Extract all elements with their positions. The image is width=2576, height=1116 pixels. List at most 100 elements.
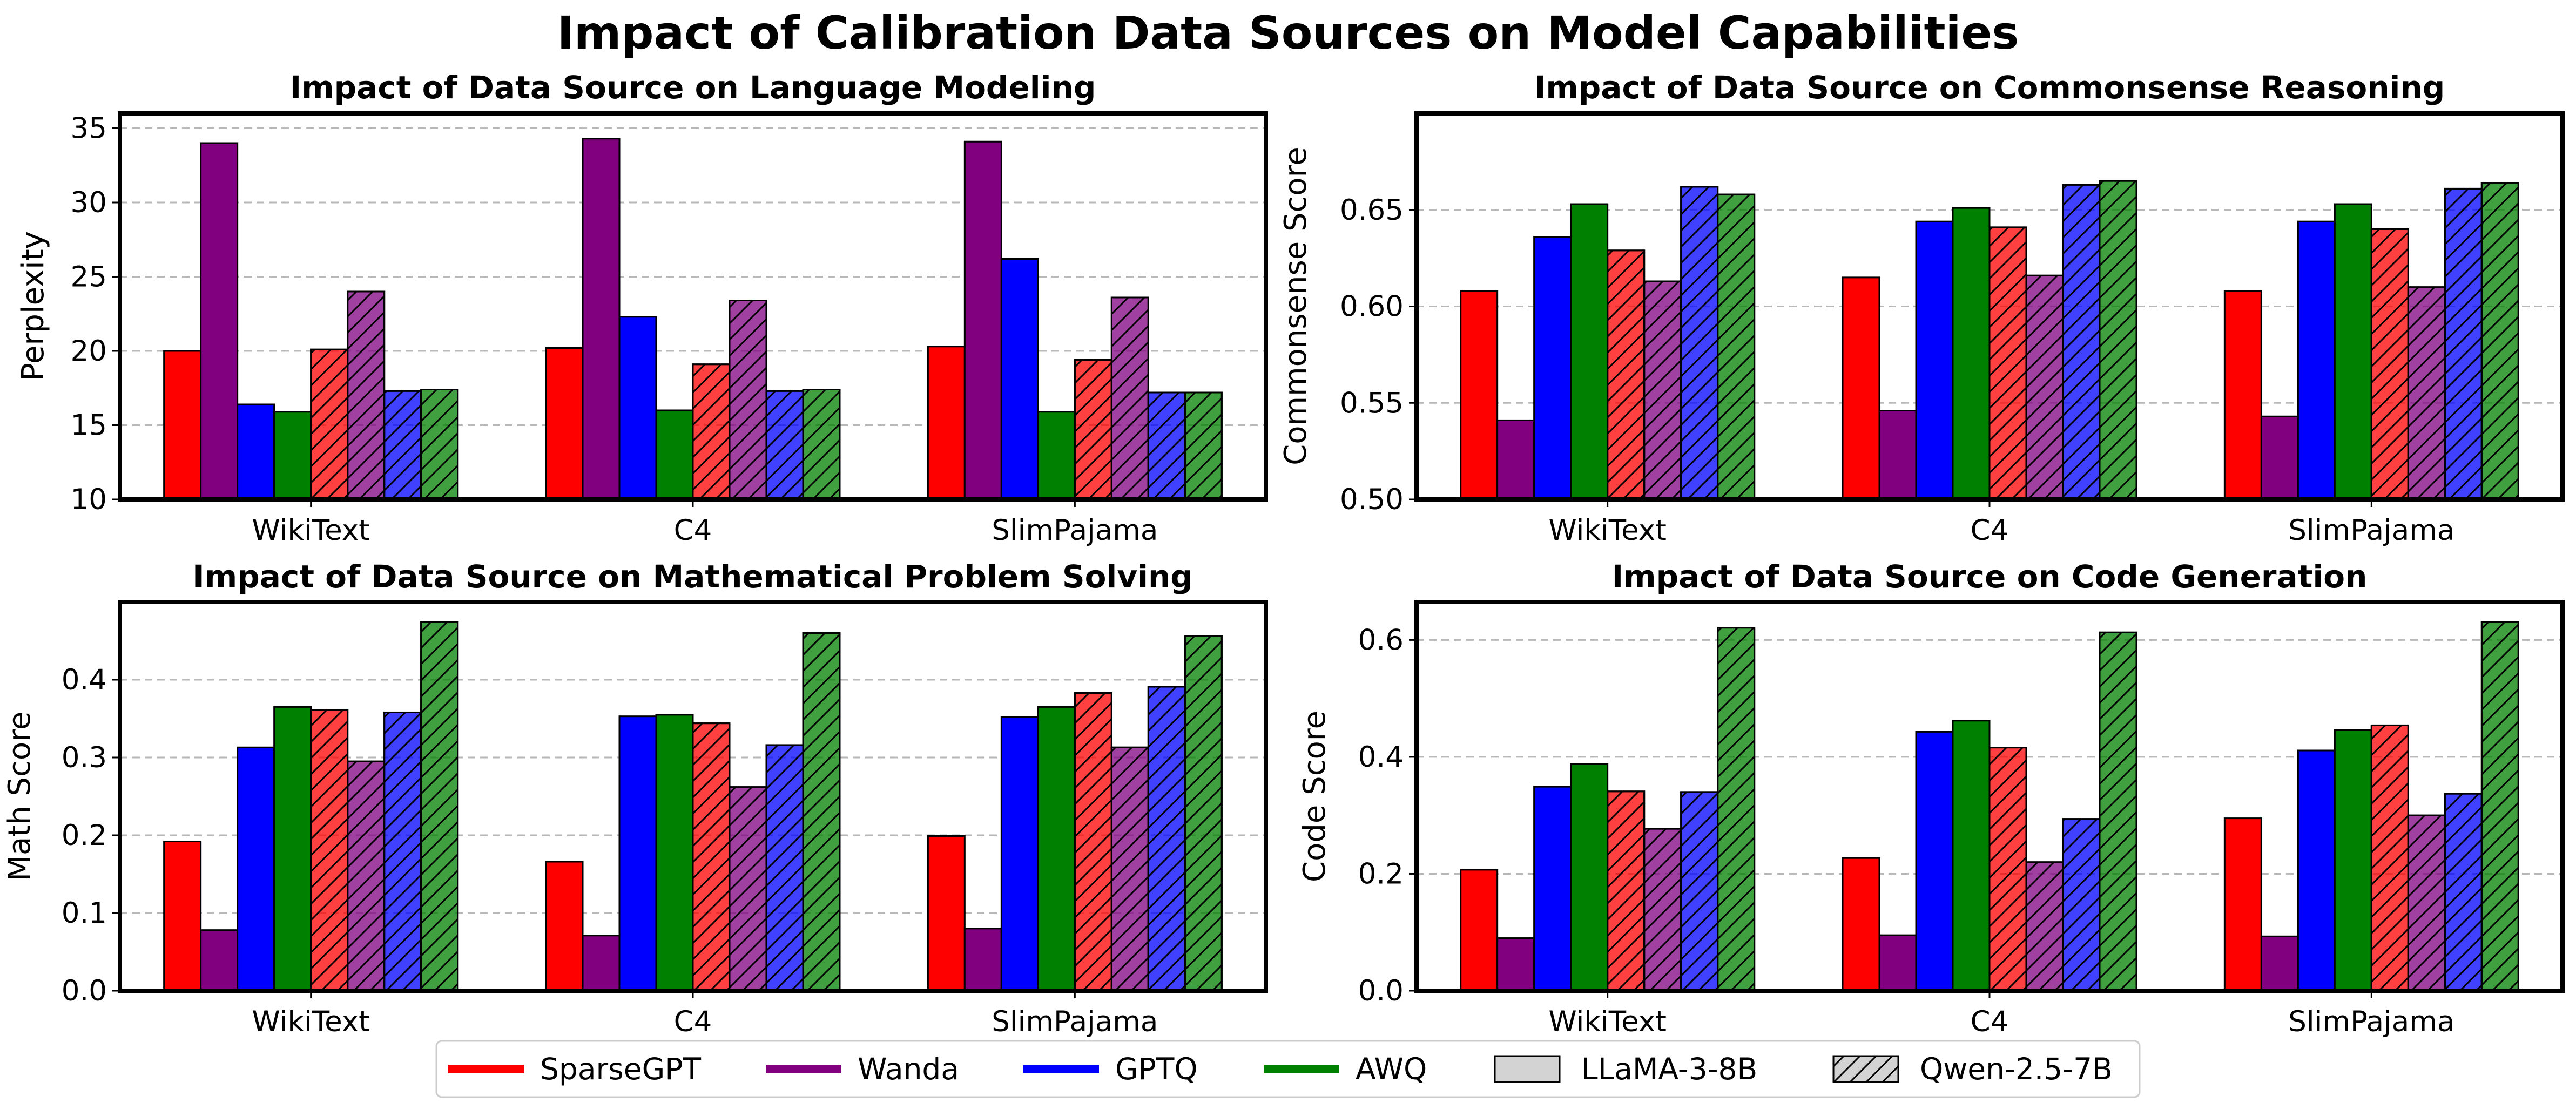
- y-tick-label: 0.55: [1340, 387, 1404, 420]
- bar-wanda-llama-3-8b-slimpajama: [963, 928, 1002, 992]
- bar-hatch-awq-c4: [802, 389, 841, 500]
- bar-hatch-sparsegpt-slimpajama: [1074, 359, 1112, 500]
- y-tick-label: 0.60: [1340, 290, 1404, 323]
- bar-hatch-wanda-wikitext: [347, 290, 386, 500]
- y-tick-label: 20: [71, 335, 107, 368]
- bar-hatch-wanda-c4: [2025, 274, 2064, 500]
- y-axis-label: Perplexity: [16, 231, 51, 381]
- bar-sparsegpt-llama-3-8b-slimpajama: [2223, 817, 2262, 992]
- x-tick-label: SlimPajama: [2288, 1005, 2454, 1038]
- bar-hatch-gptq-c4: [2062, 184, 2101, 500]
- bar-hatch-wanda-wikitext: [1643, 280, 1682, 500]
- legend-label: AWQ: [1356, 1052, 1427, 1086]
- bar-wanda-llama-3-8b-slimpajama: [2260, 415, 2299, 500]
- y-tick-label: 0.50: [1340, 483, 1404, 516]
- y-tick-label: 0.2: [62, 819, 107, 852]
- bar-sparsegpt-llama-3-8b-wikitext: [163, 350, 202, 500]
- bar-hatch-awq-wikitext: [1717, 193, 1756, 500]
- chart-panel-4: Impact of Data Source on Code Generation…: [1297, 558, 2565, 1038]
- bar-awq-llama-3-8b-wikitext: [273, 706, 312, 992]
- bar-gptq-llama-3-8b-wikitext: [1533, 236, 1572, 500]
- legend-label: GPTQ: [1115, 1052, 1198, 1086]
- legend-entry-wanda: Wanda: [766, 1052, 959, 1086]
- bar-sparsegpt-llama-3-8b-c4: [545, 347, 584, 500]
- bar-awq-llama-3-8b-wikitext: [1570, 203, 1609, 500]
- legend-entry-sparsegpt: SparseGPT: [448, 1052, 701, 1086]
- legend-entry-qwen-2-5-7b: Qwen-2.5-7B: [1832, 1052, 2113, 1086]
- x-tick-label: C4: [1971, 514, 2009, 547]
- y-tick-label: 10: [71, 483, 107, 516]
- bar-gptq-llama-3-8b-c4: [618, 715, 657, 992]
- bar-wanda-llama-3-8b-wikitext: [200, 929, 239, 992]
- bar-hatch-wanda-slimpajama: [2407, 814, 2446, 992]
- bar-gptq-llama-3-8b-wikitext: [237, 403, 275, 500]
- bar-hatch-wanda-c4: [2025, 861, 2064, 992]
- bar-awq-llama-3-8b-wikitext: [1570, 763, 1609, 992]
- bar-awq-llama-3-8b-c4: [655, 409, 694, 500]
- bar-awq-llama-3-8b-slimpajama: [1037, 706, 1076, 992]
- bar-wanda-llama-3-8b-wikitext: [200, 142, 239, 500]
- legend-label: Wanda: [858, 1052, 959, 1086]
- bar-sparsegpt-llama-3-8b-wikitext: [163, 841, 202, 992]
- bar-hatch-gptq-wikitext: [383, 390, 422, 500]
- legend-label: LLaMA-3-8B: [1581, 1052, 1757, 1086]
- bar-hatch-gptq-slimpajama: [2444, 187, 2483, 500]
- axes-frame: [1414, 111, 2565, 502]
- bar-hatch-gptq-slimpajama: [1147, 391, 1186, 500]
- panel-title: Impact of Data Source on Code Generation: [1612, 558, 2368, 595]
- bar-wanda-llama-3-8b-c4: [1878, 410, 1917, 500]
- legend-swatch-llama-3-8b: [1494, 1055, 1561, 1083]
- bar-hatch-awq-wikitext: [420, 389, 459, 500]
- bar-hatch-gptq-wikitext: [383, 711, 422, 992]
- bar-wanda-llama-3-8b-c4: [1878, 934, 1917, 992]
- bar-hatch-awq-wikitext: [420, 621, 459, 992]
- bar-sparsegpt-llama-3-8b-c4: [1842, 276, 1880, 500]
- y-axis-label: Commonsense Score: [1278, 147, 1313, 465]
- bar-wanda-llama-3-8b-wikitext: [1496, 937, 1535, 992]
- legend: SparseGPT Wanda GPTQ AWQ LLaMA-3-8B Qwen-2.5-…: [435, 1040, 2141, 1098]
- bar-hatch-wanda-c4: [729, 786, 767, 992]
- bar-hatch-gptq-slimpajama: [1147, 686, 1186, 992]
- bar-hatch-awq-slimpajama: [2480, 182, 2519, 500]
- bar-hatch-wanda-slimpajama: [1110, 746, 1149, 992]
- bar-hatch-wanda-wikitext: [347, 760, 386, 992]
- bar-hatch-sparsegpt-slimpajama: [2370, 228, 2409, 500]
- y-tick-label: 0.6: [1358, 624, 1404, 657]
- legend-label: SparseGPT: [540, 1052, 701, 1086]
- bar-sparsegpt-llama-3-8b-wikitext: [1460, 869, 1499, 992]
- bar-sparsegpt-llama-3-8b-c4: [1842, 857, 1880, 992]
- x-tick-label: C4: [1971, 1005, 2009, 1038]
- y-tick-label: 0.4: [1358, 741, 1404, 774]
- x-tick-label: SlimPajama: [2288, 514, 2454, 547]
- bar-hatch-awq-slimpajama: [2480, 621, 2519, 992]
- bar-gptq-llama-3-8b-slimpajama: [2297, 749, 2336, 992]
- legend-swatch-hatch: [1832, 1055, 1899, 1083]
- bar-gptq-llama-3-8b-wikitext: [237, 746, 275, 992]
- bar-sparsegpt-llama-3-8b-slimpajama: [2223, 290, 2262, 500]
- bar-gptq-llama-3-8b-slimpajama: [1000, 716, 1039, 992]
- x-tick-label: WikiText: [252, 514, 370, 547]
- y-tick-label: 0.65: [1340, 194, 1404, 227]
- bar-gptq-llama-3-8b-c4: [618, 316, 657, 500]
- bar-hatch-wanda-slimpajama: [1110, 296, 1149, 500]
- legend-entry-gptq: GPTQ: [1023, 1052, 1198, 1086]
- bar-hatch-awq-c4: [2099, 180, 2137, 500]
- bar-sparsegpt-llama-3-8b-slimpajama: [927, 346, 966, 500]
- axes-frame: [118, 600, 1268, 993]
- legend-entry-llama-3-8b: LLaMA-3-8B: [1494, 1052, 1757, 1086]
- bar-hatch-sparsegpt-slimpajama: [1074, 692, 1112, 992]
- axes-frame: [118, 111, 1268, 502]
- bar-hatch-sparsegpt-wikitext: [1607, 249, 1646, 500]
- chart-panel-2: Impact of Data Source on Commonsense Rea…: [1278, 69, 2565, 547]
- x-tick-label: SlimPajama: [992, 1005, 1158, 1038]
- chart-panel-1: Impact of Data Source on Language Modeli…: [16, 69, 1268, 547]
- bar-wanda-llama-3-8b-c4: [582, 138, 621, 500]
- bar-hatch-gptq-c4: [765, 390, 804, 500]
- panel-title: Impact of Data Source on Language Modeli…: [290, 69, 1096, 106]
- bar-awq-llama-3-8b-c4: [1952, 207, 1991, 500]
- panel-title: Impact of Data Source on Commonsense Rea…: [1534, 69, 2445, 106]
- bar-hatch-wanda-slimpajama: [2407, 286, 2446, 500]
- y-axis-label: Math Score: [2, 712, 37, 882]
- bar-hatch-awq-slimpajama: [1184, 391, 1223, 500]
